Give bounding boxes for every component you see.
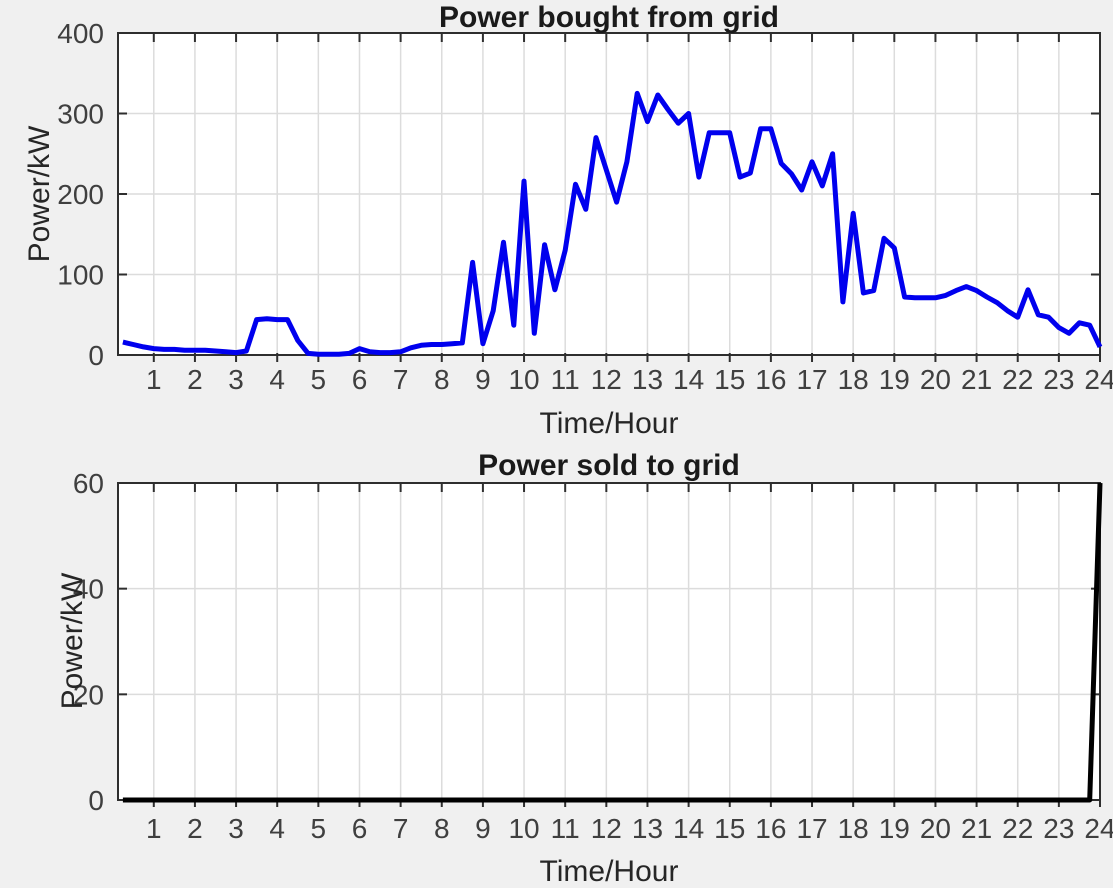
- x-tick-label: 2: [187, 813, 203, 844]
- x-tick-label: 8: [434, 813, 450, 844]
- x-tick-label: 2: [187, 364, 203, 395]
- chart-power-sold-xlabel: Time/Hour: [540, 855, 679, 888]
- chart-power-bought-ylabel: Power/kW: [23, 125, 56, 262]
- x-tick-label: 13: [632, 813, 663, 844]
- x-tick-label: 15: [714, 813, 745, 844]
- x-tick-label: 9: [475, 813, 491, 844]
- x-tick-label: 1: [146, 364, 162, 395]
- x-tick-label: 6: [352, 364, 368, 395]
- y-tick-label: 100: [57, 260, 104, 291]
- x-tick-label: 11: [551, 813, 580, 844]
- chart-power-sold-plot: 1 2 3 4 5 6 7 8 9 10 11 12 13 14 15 16 17 18 19 20 21 22 23 240…: [73, 468, 1113, 844]
- x-tick-label: 10: [508, 813, 539, 844]
- y-tick-label: 0: [88, 340, 104, 371]
- x-tick-label: 23: [1043, 813, 1074, 844]
- chart-power-sold-title: Power sold to grid: [478, 449, 740, 482]
- x-tick-label: 4: [269, 364, 285, 395]
- chart-power-bought-title: Power bought from grid: [439, 1, 779, 34]
- chart-power-sold-ylabel: Power/kW: [56, 572, 89, 709]
- x-tick-label: 1: [146, 813, 162, 844]
- x-tick-label: 10: [508, 364, 539, 395]
- x-tick-label: 16: [755, 813, 786, 844]
- x-tick-label: 14: [673, 813, 704, 844]
- x-tick-label: 20: [920, 813, 951, 844]
- x-tick-label: 7: [393, 364, 409, 395]
- x-tick-label: 22: [1002, 364, 1033, 395]
- chart-power-bought: 1 2 3 4 5 6 7 8 9 10 11 12 13 14 15 16 17 18 19 20 21 22 23 240…: [23, 1, 1113, 440]
- series-line-power-sold: [122, 482, 1103, 803]
- x-tick-label: 14: [673, 364, 704, 395]
- x-tick-label: 23: [1043, 364, 1074, 395]
- chart-power-sold: 1 2 3 4 5 6 7 8 9 10 11 12 13 14 15 16 17 18 19 20 21 22 23 240…: [56, 449, 1113, 888]
- y-tick-label: 40: [73, 574, 104, 605]
- y-tick-label: 60: [73, 468, 104, 499]
- x-tick-label: 5: [311, 364, 327, 395]
- x-tick-label: 12: [591, 813, 622, 844]
- x-tick-label: 17: [796, 813, 827, 844]
- chart-power-bought-plot: 1 2 3 4 5 6 7 8 9 10 11 12 13 14 15 16 17 18 19 20 21 22 23 240…: [57, 18, 1113, 395]
- x-tick-label: 18: [838, 813, 869, 844]
- x-tick-label: 18: [838, 364, 869, 395]
- y-tick-label: 0: [88, 785, 104, 816]
- x-tick-label: 17: [796, 364, 827, 395]
- x-tick-label: 20: [920, 364, 951, 395]
- x-tick-label: 3: [228, 813, 244, 844]
- x-tick-label: 9: [475, 364, 491, 395]
- x-tick-label: 11: [551, 364, 580, 395]
- x-tick-label: 15: [714, 364, 745, 395]
- x-tick-label: 8: [434, 364, 450, 395]
- x-tick-label: 22: [1002, 813, 1033, 844]
- x-tick-label: 19: [879, 813, 910, 844]
- x-tick-label: 21: [961, 364, 992, 395]
- x-tick-label: 5: [311, 813, 327, 844]
- y-tick-label: 300: [57, 99, 104, 130]
- y-tick-label: 400: [57, 18, 104, 49]
- x-tick-label: 3: [228, 364, 244, 395]
- series-line-power-bought: [122, 90, 1103, 357]
- y-tick-label: 20: [73, 679, 104, 710]
- x-tick-label: 4: [269, 813, 285, 844]
- x-tick-label: 7: [393, 813, 409, 844]
- x-tick-label: 12: [591, 364, 622, 395]
- x-tick-label: 24: [1084, 364, 1113, 395]
- x-tick-label: 13: [632, 364, 663, 395]
- y-tick-label: 200: [57, 179, 104, 210]
- x-tick-label: 21: [961, 813, 992, 844]
- chart-power-bought-xlabel: Time/Hour: [540, 407, 679, 440]
- x-tick-label: 16: [755, 364, 786, 395]
- x-tick-label: 24: [1084, 813, 1113, 844]
- x-tick-label: 19: [879, 364, 910, 395]
- x-tick-label: 6: [352, 813, 368, 844]
- plot-area: [118, 483, 1100, 800]
